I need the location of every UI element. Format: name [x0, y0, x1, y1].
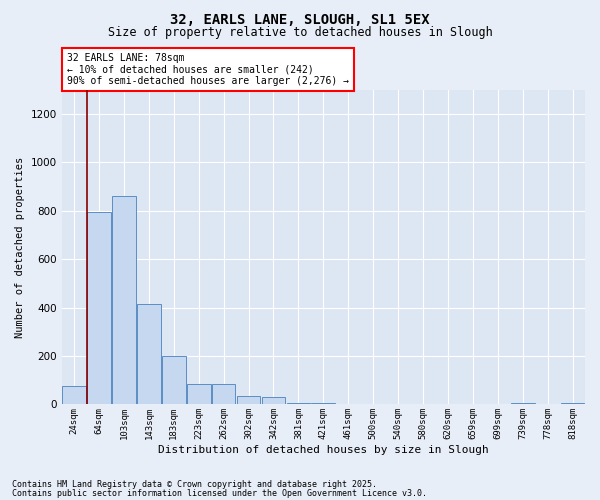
- Bar: [511, 403, 535, 404]
- Bar: [311, 403, 335, 404]
- X-axis label: Distribution of detached houses by size in Slough: Distribution of detached houses by size …: [158, 445, 489, 455]
- Bar: [262, 397, 286, 404]
- Bar: [87, 212, 111, 404]
- Bar: [287, 403, 310, 404]
- Bar: [187, 384, 211, 404]
- Text: Contains public sector information licensed under the Open Government Licence v3: Contains public sector information licen…: [12, 488, 427, 498]
- Text: Contains HM Land Registry data © Crown copyright and database right 2025.: Contains HM Land Registry data © Crown c…: [12, 480, 377, 489]
- Y-axis label: Number of detached properties: Number of detached properties: [15, 156, 25, 338]
- Text: 32, EARLS LANE, SLOUGH, SL1 5EX: 32, EARLS LANE, SLOUGH, SL1 5EX: [170, 12, 430, 26]
- Bar: [212, 384, 235, 404]
- Bar: [237, 396, 260, 404]
- Bar: [561, 403, 584, 404]
- Bar: [162, 356, 185, 405]
- Text: Size of property relative to detached houses in Slough: Size of property relative to detached ho…: [107, 26, 493, 39]
- Bar: [112, 196, 136, 404]
- Bar: [62, 386, 86, 404]
- Text: 32 EARLS LANE: 78sqm
← 10% of detached houses are smaller (242)
90% of semi-deta: 32 EARLS LANE: 78sqm ← 10% of detached h…: [67, 53, 349, 86]
- Bar: [137, 304, 161, 404]
